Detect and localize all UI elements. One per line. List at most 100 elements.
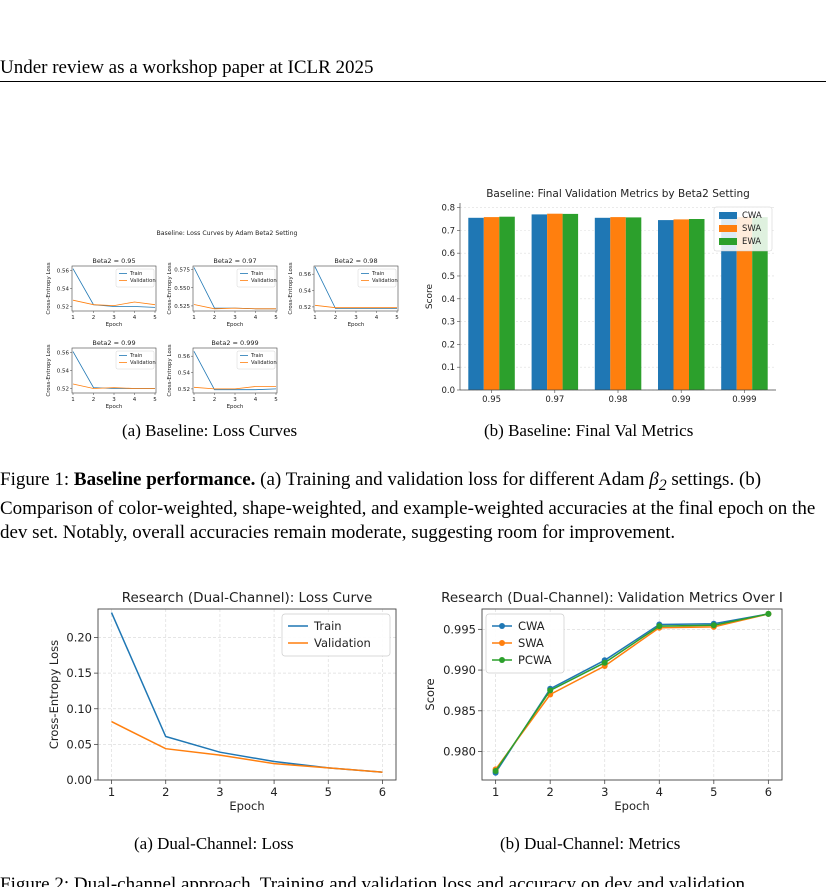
y-tick-label: 0.00 <box>66 773 92 787</box>
x-tick-label: 4 <box>375 315 379 321</box>
legend-swatch <box>719 212 737 219</box>
y-tick-label: 0.54 <box>299 289 312 295</box>
x-tick-label: 5 <box>274 397 278 403</box>
x-tick-label: 3 <box>601 785 608 799</box>
baseline-final-metrics-chart: Baseline: Final Validation Metrics by Be… <box>425 188 776 405</box>
chart-title: Research (Dual-Channel): Validation Metr… <box>441 590 783 606</box>
y-tick-label: 0.575 <box>174 268 190 274</box>
x-tick-label: 3 <box>233 315 237 321</box>
x-tick-label: 3 <box>112 397 116 403</box>
figure1-caption-label: Figure 1: <box>0 469 70 490</box>
figure1-caption-text-2: settings. (b) Comparison of color-weight… <box>0 469 816 543</box>
data-point-pcwa <box>656 623 663 630</box>
series-line-validation <box>111 720 383 773</box>
legend-label: PCWA <box>518 653 552 667</box>
x-tick-label: 0.99 <box>672 395 691 405</box>
series-line-train <box>193 351 277 391</box>
running-header: Under review as a workshop paper at ICLR… <box>0 57 374 78</box>
series-line-validation <box>72 299 156 307</box>
x-tick-label: 2 <box>213 315 217 321</box>
bar-ewa-0.95 <box>499 216 515 390</box>
bar-cwa-0.97 <box>531 214 548 390</box>
header-rule <box>0 81 826 82</box>
baseline-loss-curves-chart: Baseline: Loss Curves by Adam Beta2 Sett… <box>46 230 399 410</box>
x-tick-label: 2 <box>92 397 96 403</box>
axes-frame <box>481 608 783 781</box>
subplot-4: Beta2 = 0.99 0.52 0.54 0.56 1 2 3 4 5 Epoch Cross-… <box>46 339 157 410</box>
x-axis-label: Epoch <box>229 799 264 813</box>
legend-marker <box>499 657 505 663</box>
figure1-caption: Figure 1: Baseline performance. (a) Trai… <box>0 468 826 544</box>
fig2b-subcaption: (b) Dual-Channel: Metrics <box>500 834 681 853</box>
x-tick-label: 3 <box>354 315 358 321</box>
figure2-caption-partial: Figure 2: Dual-channel approach. Trainin… <box>0 874 746 887</box>
bar-swa-0.999 <box>736 217 753 390</box>
figure1-caption-bold: Baseline performance. <box>73 469 256 490</box>
subplot-5: Beta2 = 0.999 0.52 0.54 0.56 1 2 3 4 5 Epoch Cross… <box>167 339 278 410</box>
y-axis-label: Cross-Entropy Loss <box>46 262 52 314</box>
legend-label: Train <box>129 271 142 277</box>
legend-label: Validation <box>130 360 156 366</box>
y-tick-label: 0.995 <box>443 622 476 636</box>
figure1-caption-text-1: (a) Training and validation loss for dif… <box>260 469 645 490</box>
x-tick-label: 2 <box>334 315 338 321</box>
y-tick-label: 0.0 <box>441 386 455 396</box>
legend-label: SWA <box>742 224 761 234</box>
bar-swa-0.98 <box>610 217 626 390</box>
series-line-swa <box>494 613 769 770</box>
y-tick-label: 0.4 <box>441 295 455 305</box>
x-tick-label: 2 <box>213 397 217 403</box>
x-tick-label: 4 <box>133 315 137 321</box>
x-tick-label: 4 <box>254 397 258 403</box>
fig1b-subcaption: (b) Baseline: Final Val Metrics <box>484 421 694 440</box>
y-tick-label: 0.54 <box>57 287 70 293</box>
x-tick-label: 1 <box>71 315 75 321</box>
y-tick-label: 0.2 <box>441 340 455 350</box>
subplot-title: Beta2 = 0.999 <box>211 339 258 347</box>
fig2a-subcaption: (a) Dual-Channel: Loss <box>134 834 294 853</box>
data-point-pcwa <box>710 622 717 629</box>
x-tick-label: 4 <box>254 315 258 321</box>
y-axis-label: Score <box>425 283 435 309</box>
legend-label: Validation <box>372 278 398 284</box>
x-axis-label: Epoch <box>106 322 123 328</box>
y-axis-label: Cross-Entropy Loss <box>167 344 173 396</box>
legend-label: Validation <box>251 278 277 284</box>
beta2-symbol: β2 <box>649 469 667 494</box>
y-tick-label: 0.56 <box>178 354 191 360</box>
x-tick-label: 1 <box>313 315 317 321</box>
axes-frame <box>97 608 397 781</box>
legend-label: Train <box>250 353 263 359</box>
x-tick-label: 5 <box>710 785 717 799</box>
subplot-title: Beta2 = 0.97 <box>213 257 256 265</box>
series-line-validation <box>193 386 276 390</box>
y-tick-label: 0.10 <box>66 702 92 716</box>
x-tick-label: 5 <box>395 315 399 321</box>
y-tick-label: 0.05 <box>66 737 92 751</box>
bar-cwa-0.99 <box>658 220 674 390</box>
x-tick-label: 5 <box>274 315 278 321</box>
bar-ewa-0.97 <box>562 213 579 390</box>
y-tick-label: 0.990 <box>443 663 476 677</box>
subplot-3: Beta2 = 0.98 0.52 0.54 0.56 1 2 3 4 5 Epoch Cross-… <box>288 257 399 328</box>
legend-swatch <box>719 238 737 245</box>
x-tick-label: 6 <box>379 785 386 799</box>
chart-title: Baseline: Loss Curves by Adam Beta2 Sett… <box>157 230 298 237</box>
y-tick-label: 0.15 <box>66 666 92 680</box>
legend-label: Train <box>313 619 342 633</box>
y-tick-label: 0.52 <box>57 387 69 393</box>
x-axis-label: Epoch <box>227 322 244 328</box>
dual-channel-loss-chart: Research (Dual-Channel): Loss Curve 0.00 0… <box>47 590 397 813</box>
legend-label: CWA <box>518 619 545 633</box>
y-tick-label: 0.56 <box>299 272 312 278</box>
chart-title: Research (Dual-Channel): Loss Curve <box>122 590 373 606</box>
x-tick-label: 0.98 <box>609 395 628 405</box>
subplot-title: Beta2 = 0.95 <box>92 257 135 265</box>
x-tick-label: 3 <box>233 397 237 403</box>
y-tick-label: 0.56 <box>57 351 70 357</box>
y-tick-label: 0.980 <box>443 745 476 759</box>
x-tick-label: 4 <box>270 785 277 799</box>
x-tick-label: 1 <box>108 785 115 799</box>
y-axis-label: Score <box>423 678 437 710</box>
bar-cwa-0.95 <box>468 217 484 390</box>
